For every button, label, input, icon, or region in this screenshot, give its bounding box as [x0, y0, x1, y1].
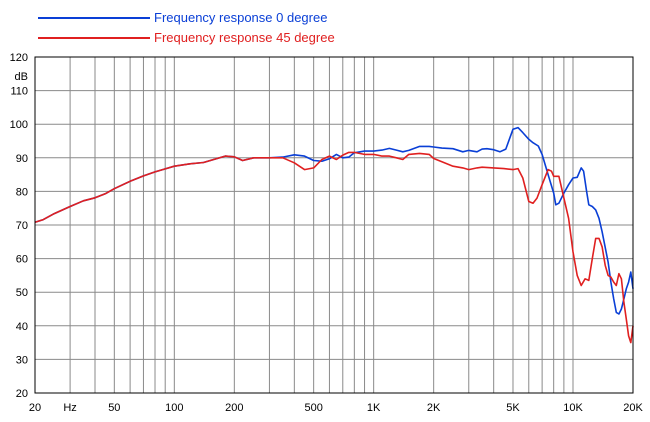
x-tick-label: 20K	[623, 402, 643, 414]
legend-label-0-degree: Frequency response 0 degree	[154, 10, 327, 25]
y-tick-label: 100	[10, 119, 28, 131]
y-tick-label: 80	[16, 186, 28, 198]
y-tick-label: 60	[16, 254, 28, 266]
x-tick-label: 2K	[427, 402, 441, 414]
y-tick-label: 90	[16, 153, 28, 165]
y-tick-label: 30	[16, 354, 28, 366]
y-axis-unit-label: dB	[15, 71, 28, 83]
legend: Frequency response 0 degree Frequency re…	[38, 10, 335, 45]
legend-label-45-degree: Frequency response 45 degree	[154, 30, 335, 45]
y-tick-label: 70	[16, 220, 28, 232]
plot-area-border	[34, 56, 634, 394]
y-tick-labels: 20 30 40 50 60 70 80 90 100 110 120	[10, 52, 28, 400]
y-tick-label: 110	[10, 86, 28, 98]
grid	[35, 57, 633, 393]
y-tick-label: 20	[16, 388, 28, 400]
y-tick-label: 50	[16, 287, 28, 299]
x-tick-label: 500	[304, 402, 322, 414]
series-line-0-degree	[34, 126, 634, 315]
x-tick-label: 50	[108, 402, 120, 414]
x-tick-label: 20	[29, 402, 41, 414]
series-line-45-degree	[34, 151, 634, 344]
x-tick-label: 1K	[367, 402, 381, 414]
x-tick-labels: 20 Hz 50 100 200 500 1K 2K 5K 10K 20K	[29, 402, 644, 414]
series-lines	[34, 126, 634, 344]
x-tick-label: Hz	[63, 402, 76, 414]
y-tick-label: 40	[16, 321, 28, 333]
x-tick-label: 100	[165, 402, 183, 414]
y-tick-label: 120	[10, 52, 28, 64]
x-tick-label: 5K	[506, 402, 520, 414]
x-tick-label: 200	[225, 402, 243, 414]
x-tick-label: 10K	[563, 402, 583, 414]
